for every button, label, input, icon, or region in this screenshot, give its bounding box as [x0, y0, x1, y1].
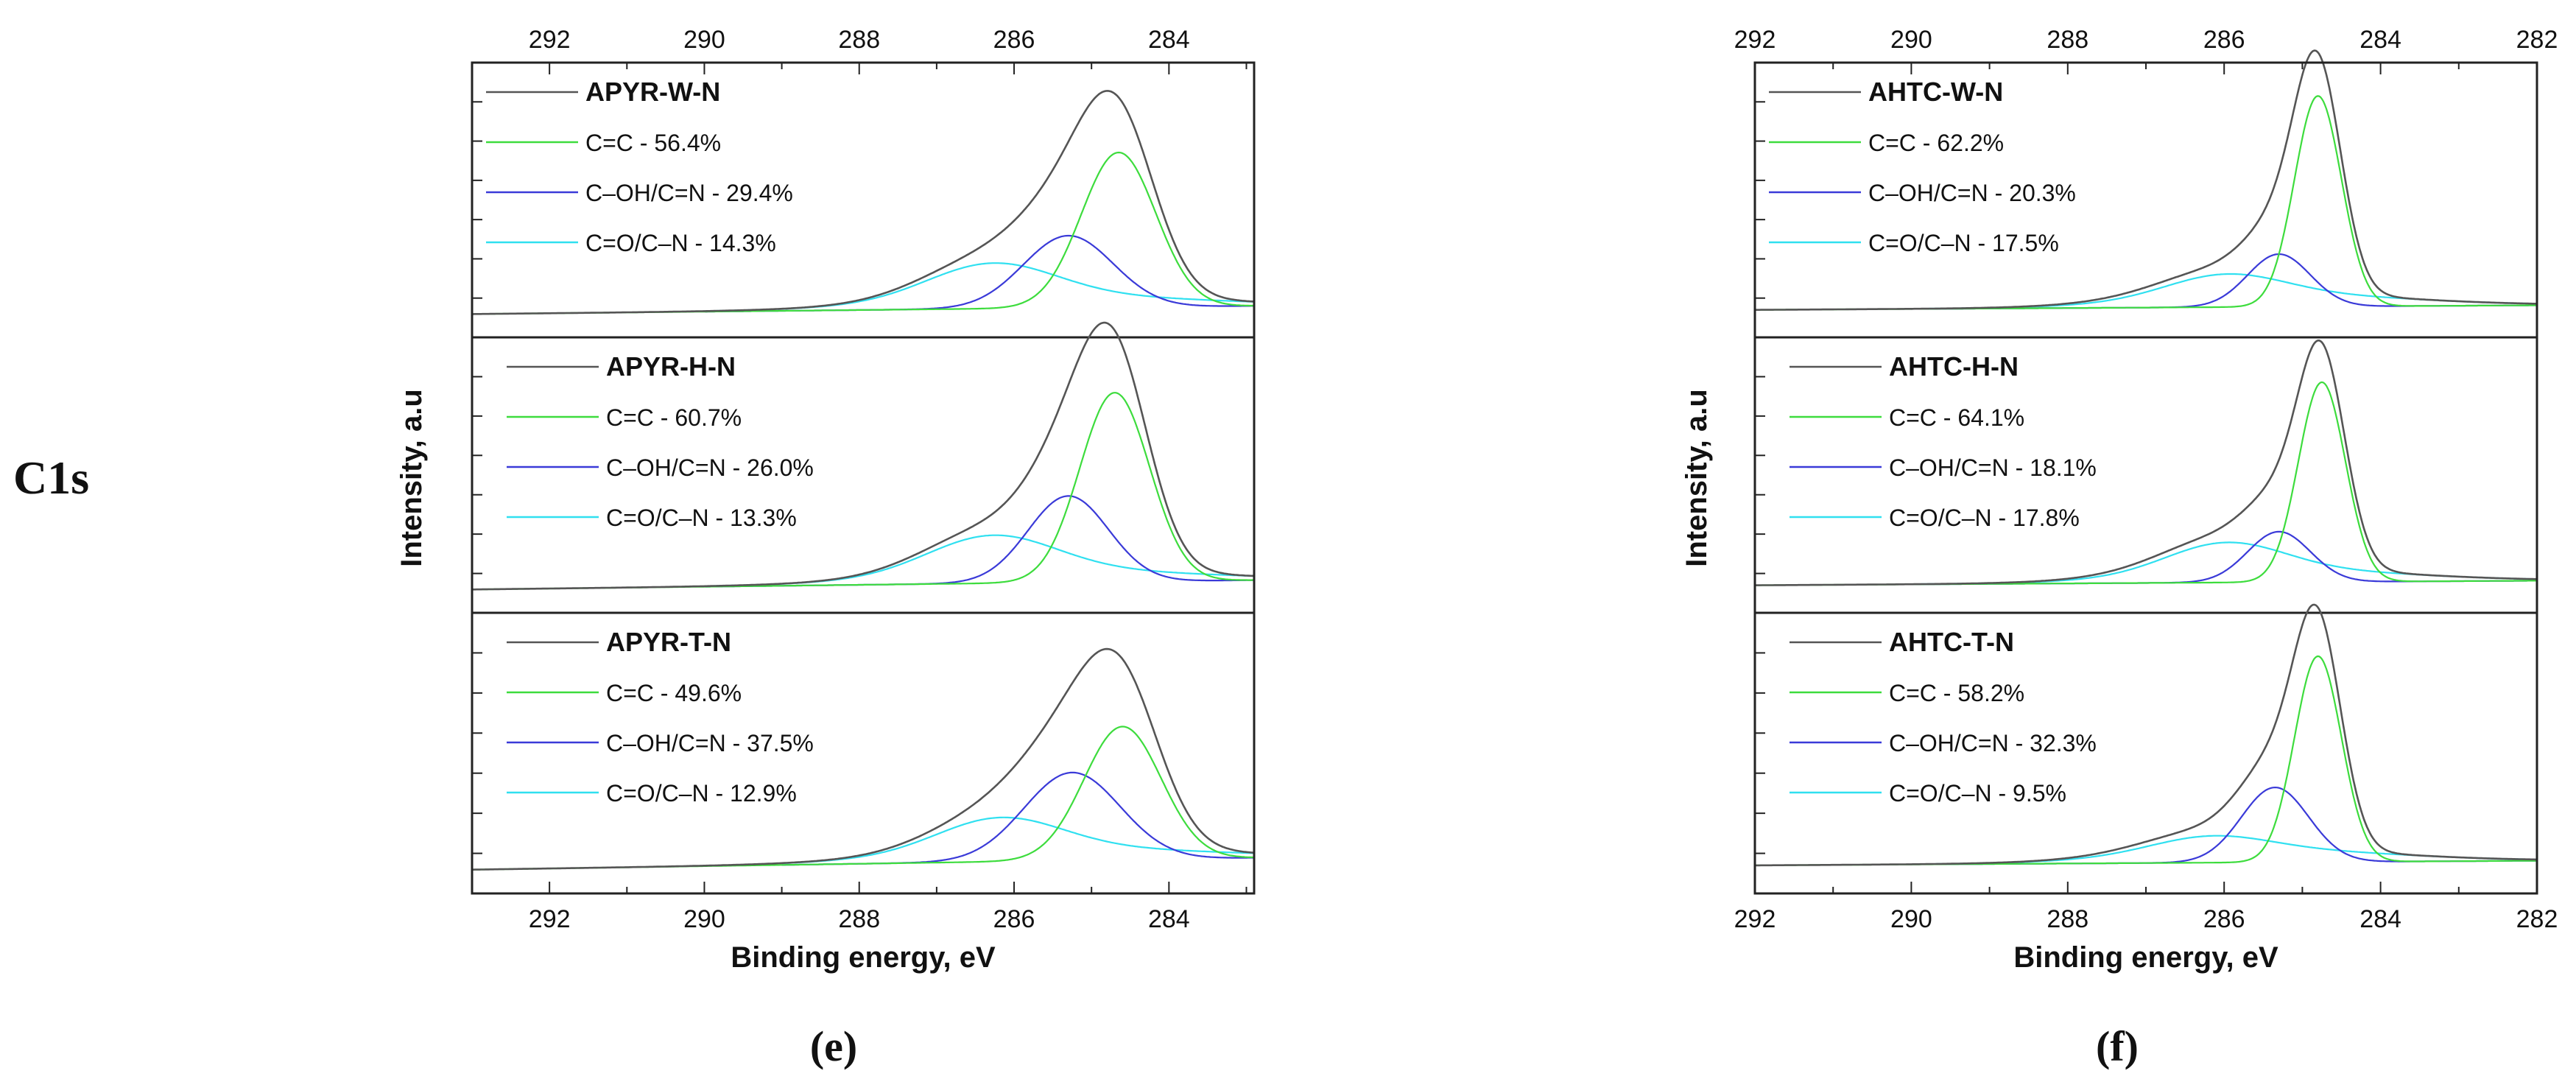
x-tick-label: 284 [2359, 905, 2401, 933]
x-tick-label-top: 290 [1890, 26, 1932, 54]
legend-entry: C=C - 49.6% [606, 680, 742, 706]
y-axis-label: Intensity, a.u [1681, 389, 1713, 567]
x-tick-label-top: 286 [993, 26, 1035, 54]
series-co [1911, 273, 2538, 310]
legend-title: AHTC-T-N [1889, 627, 2014, 657]
x-tick-label: 284 [1148, 905, 1190, 933]
legend-entry: C=O/C–N - 12.9% [606, 780, 797, 807]
panel-label: (e) [810, 1022, 857, 1070]
legend-title: APYR-T-N [606, 627, 731, 657]
x-tick-label: 286 [993, 905, 1035, 933]
legend-entry: C=C - 60.7% [606, 404, 742, 431]
series-envelope [1755, 49, 2538, 311]
series-cc [1755, 381, 2537, 586]
x-tick-label: 290 [683, 905, 725, 933]
x-tick-label: 290 [1890, 905, 1932, 933]
legend-entry: C=O/C–N - 17.5% [1868, 230, 2059, 256]
series-cc [472, 726, 1254, 871]
legend-entry: C–OH/C=N - 37.5% [606, 730, 814, 756]
x-tick-label: 282 [2516, 905, 2558, 933]
legend-entry: C=O/C–N - 17.8% [1889, 505, 2080, 531]
x-tick-label: 292 [529, 905, 571, 933]
legend-entry: C–OH/C=N - 18.1% [1889, 454, 2097, 481]
legend-title: AHTC-H-N [1889, 351, 2019, 382]
series-co [1935, 835, 2537, 865]
series-cc [472, 392, 1254, 591]
subplot-ahtc-w-n: AHTC-W-N C=C - 62.2% C–OH/C=N - 20.3% C=O/C… [1755, 49, 2538, 339]
legend-entry: C–OH/C=N - 20.3% [1868, 180, 2076, 206]
plot-frame [471, 61, 1256, 895]
series-envelope [1755, 603, 2537, 867]
series-envelope [472, 647, 1255, 871]
legend-title: AHTC-W-N [1868, 77, 2003, 107]
subplot-apyr-w-n: APYR-W-N C=C - 56.4% C–OH/C=N - 29.4% C=O/C… [472, 77, 1255, 339]
legend-entry: C–OH/C=N - 26.0% [606, 454, 814, 481]
legend-title: APYR-W-N [585, 77, 720, 107]
x-tick-label-top: 284 [1148, 26, 1190, 54]
panel-label: (f) [2096, 1022, 2139, 1070]
chart-panel-e: APYR-W-N C=C - 56.4% C–OH/C=N - 29.4% C=O/C… [395, 26, 1256, 1070]
x-tick-label: 292 [1734, 905, 1776, 933]
x-tick-label-top: 284 [2359, 26, 2401, 54]
legend-entry: C=C - 62.2% [1868, 130, 2004, 156]
subplot-ahtc-h-n: AHTC-H-N C=C - 64.1% C–OH/C=N - 18.1% C=O/C… [1755, 339, 2538, 614]
x-tick-label-top: 286 [2203, 26, 2245, 54]
chart-panel-f: AHTC-W-N C=C - 62.2% C–OH/C=N - 20.3% C=O/C… [1681, 26, 2558, 1070]
legend-entry: C=O/C–N - 14.3% [585, 230, 776, 256]
series-co [705, 262, 1254, 312]
subplot-apyr-t-n: APYR-T-N C=C - 49.6% C–OH/C=N - 37.5% C=O/C… [472, 627, 1255, 871]
x-tick-label: 288 [2047, 905, 2088, 933]
subplot-ahtc-t-n: AHTC-T-N C=C - 58.2% C–OH/C=N - 32.3% C=O/C… [1755, 603, 2538, 867]
x-tick-label: 288 [838, 905, 880, 933]
series-envelope [472, 90, 1255, 315]
y-axis-label: Intensity, a.u [395, 389, 428, 567]
x-tick-label-top: 288 [838, 26, 880, 54]
x-tick-label-top: 290 [683, 26, 725, 54]
series-envelope [1755, 339, 2538, 586]
x-tick-label-top: 288 [2047, 26, 2088, 54]
x-tick-label: 286 [2203, 905, 2245, 933]
x-axis-label: Binding energy, eV [731, 941, 996, 974]
legend-entry: C=O/C–N - 9.5% [1889, 780, 2066, 807]
legend-entry: C=C - 58.2% [1889, 680, 2024, 706]
series-envelope [472, 321, 1255, 591]
x-tick-label-top: 292 [529, 26, 571, 54]
legend-entry: C–OH/C=N - 29.4% [585, 180, 793, 206]
x-tick-label-top: 282 [2516, 26, 2558, 54]
legend-entry: C=O/C–N - 13.3% [606, 505, 797, 531]
x-tick-label-top: 292 [1734, 26, 1776, 54]
subplot-apyr-h-n: APYR-H-N C=C - 60.7% C–OH/C=N - 26.0% C=O/C… [472, 321, 1255, 614]
c1s-side-label: C1s [13, 452, 90, 504]
series-co [1911, 541, 2538, 586]
legend-entry: C=C - 56.4% [585, 130, 721, 156]
legend-title: APYR-H-N [606, 351, 736, 382]
series-cc [1755, 655, 2538, 866]
legend-entry: C=C - 64.1% [1889, 404, 2024, 431]
x-axis-label: Binding energy, eV [2013, 941, 2278, 974]
legend-entry: C–OH/C=N - 32.3% [1889, 730, 2097, 756]
